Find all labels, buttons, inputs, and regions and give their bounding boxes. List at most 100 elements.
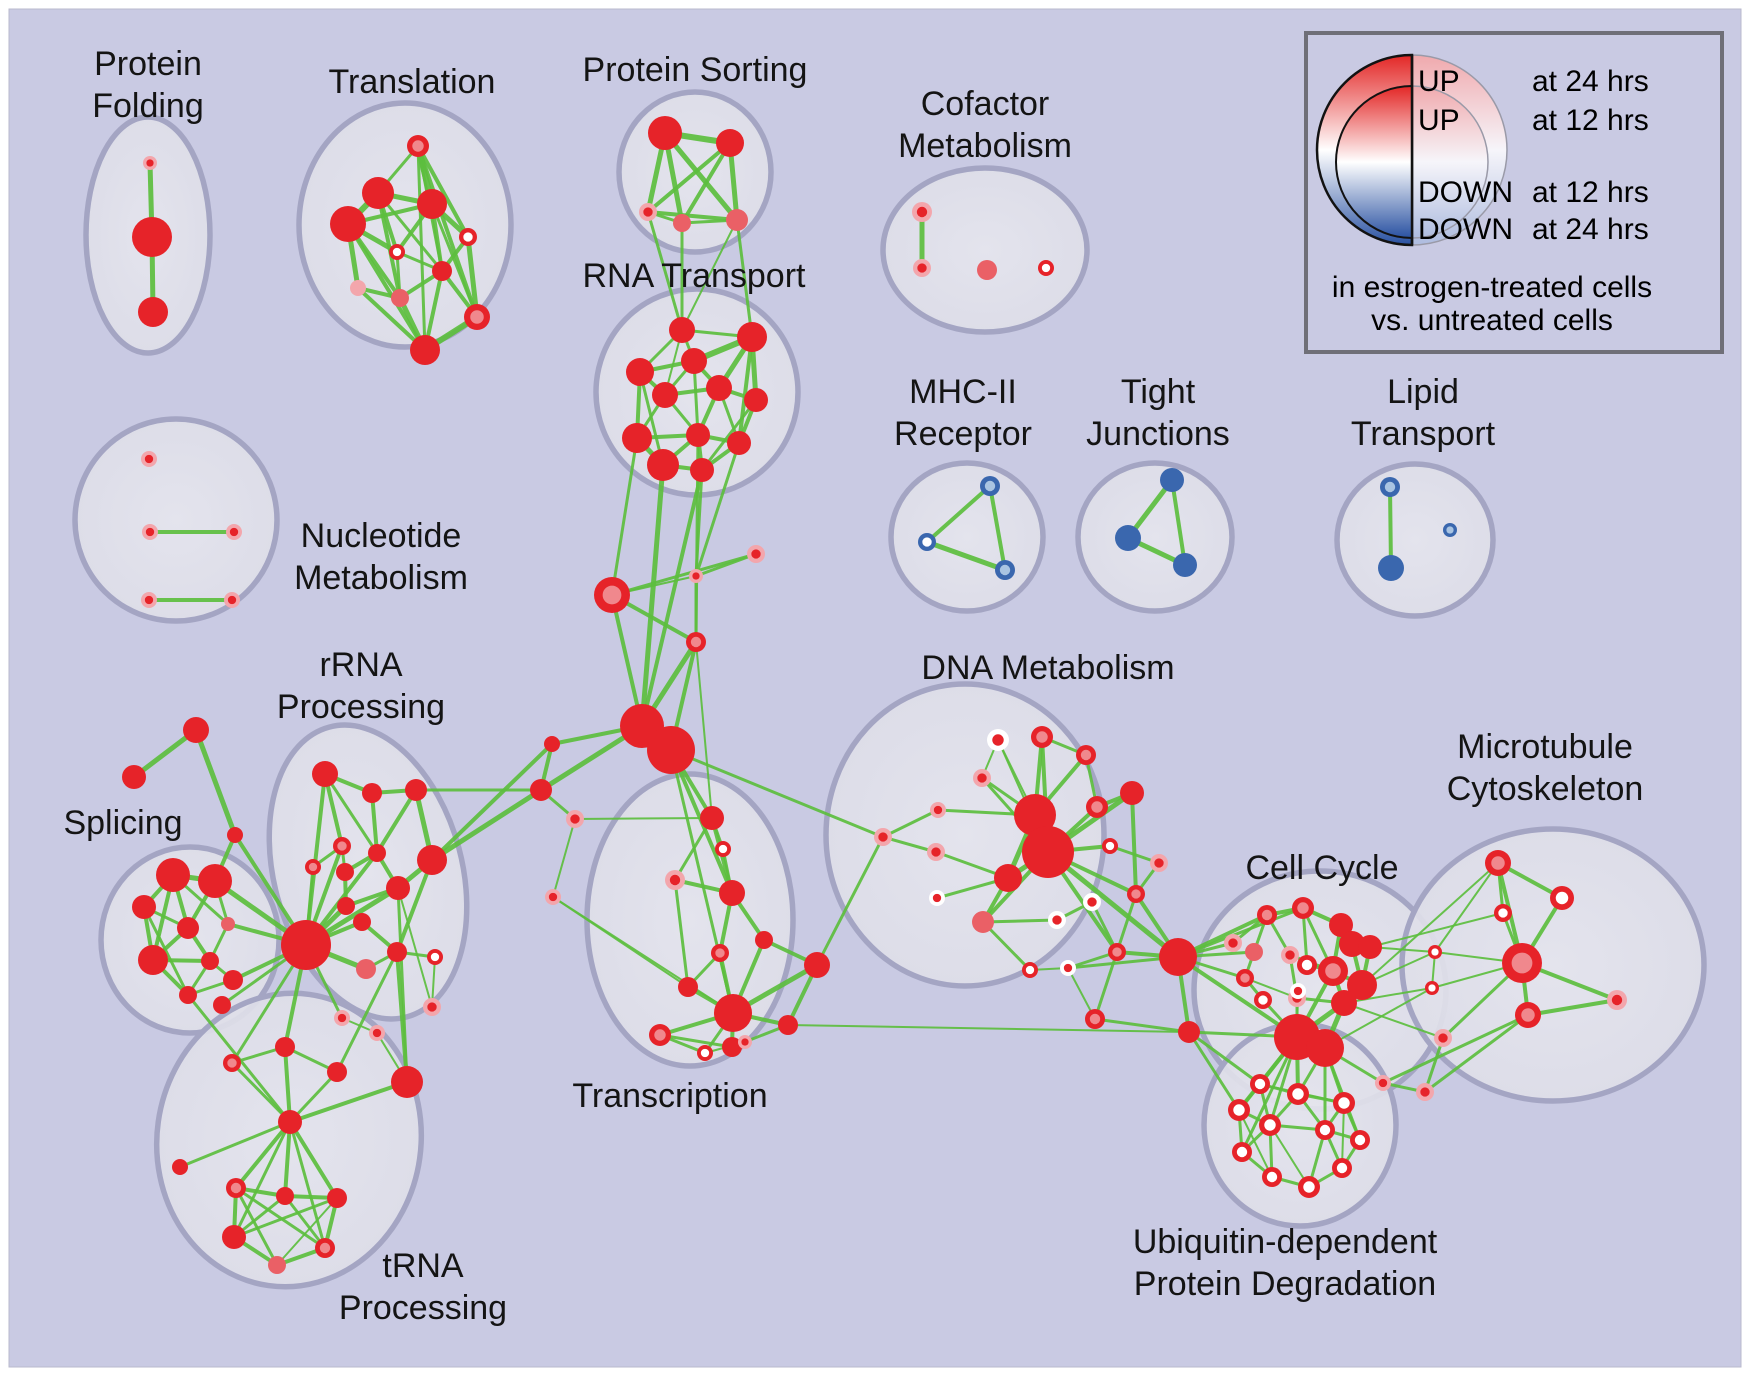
graph-edge-t2-t9 [430, 202, 479, 319]
node-outer [1331, 990, 1357, 1016]
legend-down-12-label: DOWN [1418, 176, 1513, 209]
graph-node-dm1 [1031, 726, 1053, 748]
node-center [690, 636, 702, 648]
legend-circle-12h [1335, 84, 1413, 240]
node-center [1303, 1181, 1315, 1193]
graph-node-rb7 [391, 1066, 423, 1098]
graph-node-n3 [141, 592, 157, 608]
legend-circle-12h-pale [1411, 85, 1489, 239]
graph-node-cf1 [913, 259, 931, 277]
graph-node-tx14 [738, 1035, 752, 1049]
node-outer [673, 214, 691, 232]
graph-edge-rt11-h4 [640, 468, 704, 728]
node-center [1228, 938, 1238, 948]
node-outer [330, 206, 366, 242]
graph-edge-rt7-h2 [610, 436, 639, 597]
graph-node-h8 [566, 810, 584, 828]
node-center [1266, 1171, 1278, 1183]
node-center [977, 773, 987, 783]
cluster-label-rna-transport-line1: RNA Transport [583, 257, 807, 295]
graph-edge-tn7-tn4 [276, 1197, 338, 1266]
cluster-ellipse-nucleotide-metabolism [72, 416, 280, 624]
cluster-label-nucleotide-metabolism-line2: Metabolism [294, 559, 468, 597]
cluster-label-splicing-line1: Splicing [63, 804, 182, 842]
graph-edge-dm8-dmb [1045, 849, 1181, 960]
graph-node-rt11 [690, 458, 714, 482]
node-outer [172, 1159, 188, 1175]
node-outer [386, 876, 410, 900]
graph-node-dm10 [1102, 838, 1118, 854]
legend-up-24-label: UP [1418, 65, 1460, 98]
graph-node-rt2 [681, 348, 707, 374]
graph-edge-rr8-rr11 [395, 858, 434, 954]
graph-node-dm13 [929, 890, 945, 906]
graph-node-dm7 [1014, 794, 1056, 836]
legend-caption-line2: vs. untreated cells [1371, 304, 1613, 337]
node-outer [275, 1037, 295, 1057]
graph-edge-h3-tx0 [695, 641, 713, 819]
node-center [1105, 841, 1115, 851]
graph-node-rt4 [706, 375, 732, 401]
node-center [229, 527, 239, 537]
node-outer [719, 880, 745, 906]
graph-node-j0 [1160, 468, 1184, 492]
node-outer [312, 761, 338, 787]
node-outer [977, 260, 997, 280]
graph-node-dm21 [1083, 893, 1101, 911]
node-outer [1159, 938, 1197, 976]
node-outer [417, 845, 447, 875]
node-center [1285, 950, 1295, 960]
cluster-label-mhc-ii-receptor-line1: MHC-II [909, 373, 1017, 411]
graph-node-dm14 [972, 911, 994, 933]
graph-node-tn4 [327, 1188, 347, 1208]
graph-edge-m0-m2 [988, 484, 1007, 572]
node-outer [706, 375, 732, 401]
cluster-label-cell-cycle-line1: Cell Cycle [1245, 849, 1398, 887]
legend: UP at 24 hrs UP at 12 hrs DOWN at 12 hrs… [1304, 31, 1724, 354]
graph-node-ub2 [1333, 1092, 1355, 1114]
graph-node-ub1 [1287, 1083, 1309, 1105]
legend-up-24-time: at 24 hrs [1532, 65, 1649, 98]
node-outer [405, 779, 427, 801]
cluster-label-mhc-ii-receptor-line2: Receptor [894, 415, 1032, 453]
node-center [1336, 1162, 1348, 1174]
node-outer [336, 863, 354, 881]
cluster-ellipse-microtubule-cytoskeleton [1399, 826, 1707, 1104]
node-center [715, 948, 725, 958]
graph-node-l0 [1380, 477, 1400, 497]
graph-node-rr1 [362, 783, 382, 803]
graph-edge-dm4-dm22 [881, 808, 940, 839]
graph-node-dm5 [1086, 796, 1108, 818]
graph-node-m0 [980, 476, 1000, 496]
graph-edge-mt6-mt7 [1526, 998, 1619, 1017]
graph-edge-ub4-ub9 [1269, 1124, 1310, 1188]
node-outer [327, 1062, 347, 1082]
node-center [337, 1013, 347, 1023]
node-outer [700, 806, 724, 830]
graph-node-ccb2 [1178, 1021, 1200, 1043]
graph-node-sp1 [198, 864, 232, 898]
graph-edge-rt10-h4 [639, 462, 666, 729]
node-outer [1245, 943, 1263, 961]
graph-edge-dm6-dm16 [1130, 791, 1138, 896]
cluster-label-dna-metabolism-line1: DNA Metabolism [921, 649, 1174, 687]
graph-node-rt3 [626, 358, 654, 386]
node-center [1384, 481, 1396, 493]
node-center [643, 207, 653, 217]
graph-node-n1 [142, 524, 158, 540]
node-outer [727, 431, 751, 455]
graph-node-h1 [747, 545, 765, 563]
graph-node-mt7 [1515, 1002, 1541, 1028]
graph-node-tn6 [315, 1238, 335, 1258]
node-center [992, 734, 1004, 746]
node-outer [356, 959, 376, 979]
cluster-ellipse-dna-metabolism [823, 681, 1107, 989]
graph-node-cc2 [1329, 913, 1353, 937]
node-center [1240, 973, 1250, 983]
cluster-label-protein-folding-line2: Folding [92, 87, 204, 125]
graph-node-rt6 [744, 388, 768, 412]
graph-node-sp6 [201, 952, 219, 970]
graph-node-rr10 [353, 913, 371, 931]
graph-node-tn3 [276, 1187, 294, 1205]
